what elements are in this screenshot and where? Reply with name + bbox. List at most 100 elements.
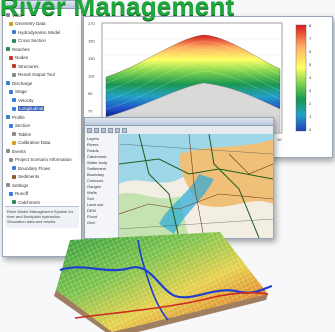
tributary-channel — [137, 239, 169, 321]
tree-item[interactable]: Geometry Data — [6, 20, 79, 29]
zoom-in-button[interactable] — [87, 127, 92, 133]
colorbar-tick-label: 3 — [309, 88, 312, 93]
zoom-out-button[interactable] — [94, 127, 99, 133]
tree-item[interactable]: Runoff — [6, 190, 79, 199]
page-title: River Management — [0, 0, 235, 21]
tree-item-label: Structures — [18, 63, 39, 69]
tree-item[interactable]: Velocity — [6, 96, 79, 105]
legend-item[interactable]: Contours — [87, 178, 104, 183]
lake-area — [159, 174, 214, 234]
tree-item-label: Result Output Tool — [18, 72, 55, 78]
legend-item[interactable]: Wells — [87, 190, 97, 195]
tree-item-label: Events — [12, 148, 26, 154]
tree-item-label: Geometry Data — [15, 21, 46, 27]
tree-item[interactable]: Settings — [6, 181, 79, 190]
legend-item[interactable]: Flood — [87, 214, 98, 219]
layer-icon — [6, 47, 10, 52]
map-canvas[interactable] — [118, 133, 274, 239]
layer-icon — [9, 157, 13, 162]
map-drawing — [118, 133, 274, 239]
tree-item[interactable]: Tables — [6, 130, 79, 139]
project-tree: Vista Geometry Data Hydrodynamic Model Cros… — [3, 9, 81, 207]
legend-item[interactable]: Boundary — [87, 172, 105, 177]
legend-item[interactable]: Gauges — [87, 184, 102, 189]
y-tick-label: 90 — [88, 91, 93, 96]
legend-item[interactable]: Land use — [87, 202, 104, 207]
tree-item[interactable]: Stage — [6, 88, 79, 97]
tree-item-label: Longitudinal — [18, 106, 45, 112]
layer-icon — [6, 149, 10, 154]
tree-item[interactable]: Calibration Data — [6, 139, 79, 148]
legend-item[interactable]: Catchment — [87, 154, 107, 159]
tree-item-label: Velocity — [18, 97, 34, 103]
colorbar-tick-label: 6 — [309, 49, 312, 54]
colorbar — [295, 24, 307, 132]
tree-item-label: Profile — [12, 114, 25, 120]
map-title-bar[interactable] — [85, 118, 273, 126]
layer-icon — [6, 183, 10, 188]
legend-item[interactable]: Grid — [87, 220, 95, 225]
colorbar-tick-label: 4 — [309, 75, 312, 80]
project-explorer-window: Vista Geometry Data Hydrodynamic Model Cros… — [2, 0, 82, 257]
tree-item-label: Stage — [15, 89, 27, 95]
y-tick-label: 110 — [88, 74, 95, 79]
tree-item[interactable]: Nodes — [6, 54, 79, 63]
layer-icon — [6, 13, 10, 18]
explorer-title-bar[interactable] — [3, 1, 81, 9]
tree-item-label: Discharge — [12, 80, 33, 86]
layer-icon — [9, 89, 13, 94]
terrain-surface — [56, 232, 268, 332]
tree-item[interactable]: Structures — [6, 62, 79, 71]
layer-icon — [6, 115, 10, 120]
select-button[interactable] — [108, 127, 113, 133]
tree-item[interactable]: Catchment — [6, 198, 79, 207]
tree-item[interactable]: Sediments — [6, 173, 79, 182]
colorbar-tick-label: 8 — [309, 23, 312, 28]
tree-item[interactable]: Project Scenario Information — [6, 156, 79, 165]
layer-icon — [12, 200, 16, 205]
explorer-description: River Model Management System for river … — [5, 206, 79, 228]
tree-item[interactable]: Boundary Flows — [6, 164, 79, 173]
tree-item-label: Settings — [12, 182, 29, 188]
tree-item-label: Runoff — [15, 191, 29, 197]
layer-icon — [9, 21, 13, 26]
layer-legend: Layers Rivers Roads Catchment Water body Sett… — [85, 134, 119, 238]
colorbar-tick-label: 0 — [309, 127, 312, 132]
tree-item[interactable]: Vista — [6, 11, 79, 20]
legend-item[interactable]: Water body — [87, 160, 108, 165]
legend-item[interactable]: Roads — [87, 148, 99, 153]
layer-icon — [12, 140, 16, 145]
measure-button[interactable] — [122, 127, 127, 133]
tree-item-label: Tables — [18, 131, 32, 137]
y-tick-label: 70 — [88, 109, 93, 114]
y-tick-label: 150 — [88, 39, 95, 44]
legend-item[interactable]: Layers — [87, 136, 100, 141]
tree-item[interactable]: Cross Section — [6, 37, 79, 46]
tree-item-label: Nodes — [15, 55, 29, 61]
legend-item[interactable]: Settlement — [87, 166, 107, 171]
tree-item-label: Reaches — [12, 46, 30, 52]
tree-item[interactable]: Hydrodynamic Model — [6, 28, 79, 37]
tree-item[interactable]: Profile — [6, 113, 79, 122]
tree-item[interactable]: Longitudinal — [6, 105, 79, 114]
tree-item[interactable]: Events — [6, 147, 79, 156]
layer-icon — [12, 132, 16, 137]
boundary-line — [74, 292, 269, 319]
layer-icon — [12, 38, 16, 43]
tree-item[interactable]: Discharge — [6, 79, 79, 88]
layer-icon — [6, 81, 10, 86]
layer-icon — [12, 106, 16, 111]
tree-item[interactable]: Section — [6, 122, 79, 131]
map-window: Layers Rivers Roads Catchment Water body Sett… — [84, 117, 274, 239]
legend-item[interactable]: DEM — [87, 208, 96, 213]
identify-button[interactable] — [115, 127, 120, 133]
y-tick-label: 170 — [88, 21, 95, 26]
legend-item[interactable]: Rivers — [87, 142, 99, 147]
tree-item-label: Catchment — [18, 199, 40, 205]
tree-item[interactable]: Reaches — [6, 45, 79, 54]
tree-item[interactable]: Result Output Tool — [6, 71, 79, 80]
y-tick-label: 130 — [88, 56, 95, 61]
legend-item[interactable]: Soil — [87, 196, 94, 201]
layer-icon — [12, 174, 16, 179]
pan-button[interactable] — [101, 127, 106, 133]
